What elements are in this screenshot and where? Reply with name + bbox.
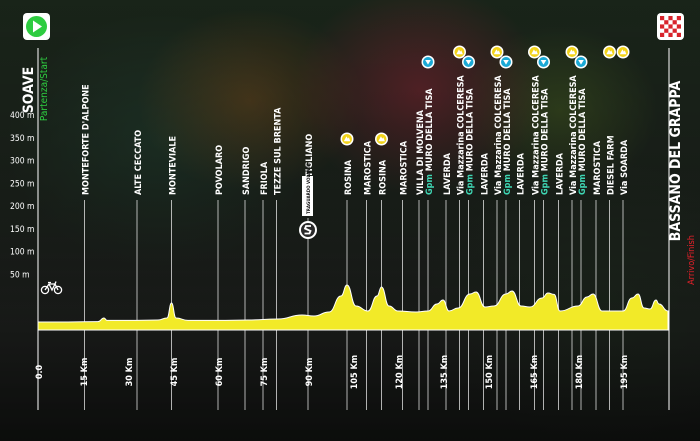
finish-flag-icon xyxy=(657,13,684,40)
waypoint-label: LAVERDA xyxy=(517,152,527,195)
waypoint-label: POVOLARO xyxy=(215,145,225,195)
mountain-climb-icon xyxy=(528,45,541,59)
waypoint-label: MAROSTICA xyxy=(364,140,374,195)
x-tick-label: 150 Km xyxy=(485,355,495,389)
x-tick-label: 165 Km xyxy=(530,355,540,389)
waypoint-label: Via SOARDA xyxy=(620,139,630,195)
y-tick-label: 400 m xyxy=(10,111,34,121)
mountain-climb-icon xyxy=(616,45,630,59)
waypoint-label: LAVERDA xyxy=(481,152,491,195)
x-tick-label: 105 Km xyxy=(350,355,360,389)
waypoint-label: MONTEVIALE xyxy=(169,136,179,195)
gpm-triangle-icon xyxy=(574,55,588,69)
y-tick-label: 50 m xyxy=(10,270,30,280)
y-tick-label: 150 m xyxy=(10,225,34,235)
bicycle-icon xyxy=(40,281,63,295)
start-flag-icon xyxy=(23,13,50,40)
waypoint-label: Via Mazzarina COLCERESA xyxy=(532,75,542,195)
waypoint-label: LAVERDA xyxy=(443,152,453,195)
x-tick-label: 195 Km xyxy=(620,355,630,389)
x-tick-label: 135 Km xyxy=(440,355,450,389)
gpm-triangle-icon xyxy=(462,55,475,69)
x-tick-label: 0.0 xyxy=(35,364,45,379)
x-tick-label: 45 Km xyxy=(170,358,180,387)
x-tick-label: 30 Km xyxy=(125,358,135,387)
gpm-triangle-icon xyxy=(537,55,550,69)
y-tick-label: 200 m xyxy=(10,202,34,212)
y-tick-label: 300 m xyxy=(10,157,34,167)
waypoint-label: Via Mazzarina COLCERESA xyxy=(494,75,504,195)
waypoint-label: ALTE CECCATO xyxy=(134,130,144,195)
waypoint-label: Gpm MURO DELLA TISA xyxy=(541,88,551,195)
x-tick-label: 15 Km xyxy=(80,358,90,387)
waypoint-label: Gpm MURO DELLA TISA xyxy=(425,88,435,195)
waypoint-label: Gpm MURO DELLA TISA xyxy=(466,88,476,195)
waypoint-label: SANDRIGO xyxy=(242,147,252,195)
mountain-climb-icon xyxy=(565,45,579,59)
waypoint-label: Gpm MURO DELLA TISA xyxy=(503,88,513,195)
mountain-climb-icon xyxy=(340,132,354,146)
y-tick-label: 350 m xyxy=(10,134,34,144)
waypoint-label: FRIOLA xyxy=(260,161,270,195)
start-name: SOAVE xyxy=(21,67,37,114)
mountain-climb-icon xyxy=(453,45,466,59)
waypoint-label: Via Mazzarina COLCERESA xyxy=(457,75,467,195)
x-tick-label: 60 Km xyxy=(215,358,225,387)
start-sub: Partenza/Start xyxy=(39,56,50,121)
waypoint-label: MAROSTICA xyxy=(400,140,410,195)
waypoint-label: MAROSTICA xyxy=(593,140,603,195)
waypoint-label: ROSINA xyxy=(379,159,389,195)
waypoint-label: MONTEFORTE D'ALPONE xyxy=(82,84,92,195)
x-tick-label: 75 Km xyxy=(260,358,270,387)
waypoint-label: LAVERDA xyxy=(556,152,566,195)
gpm-triangle-icon xyxy=(499,55,513,69)
waypoint-label: Via Mazzarina COLCERESA xyxy=(569,75,579,195)
waypoint-label: CARTIGLIANO xyxy=(305,134,315,195)
x-tick-label: 90 Km xyxy=(305,358,315,387)
waypoint-label: TEZZE SUL BRENTA xyxy=(274,107,284,195)
gpm-triangle-icon xyxy=(421,55,435,69)
x-tick-label: 120 Km xyxy=(395,355,405,389)
waypoint-label: DIESEL FARM xyxy=(607,135,617,195)
y-tick-label: 100 m xyxy=(10,248,34,258)
mountain-climb-icon xyxy=(375,132,388,146)
waypoint-label: VILLA DI MOLVENA xyxy=(416,109,426,195)
y-tick-label: 250 m xyxy=(10,179,34,189)
mountain-climb-icon xyxy=(603,45,616,59)
waypoint-label: Gpm MURO DELLA TISA xyxy=(578,88,588,195)
mountain-climb-icon xyxy=(490,45,504,59)
finish-name: BASSANO DEL GRAPPA xyxy=(668,81,684,242)
x-tick-label: 180 Km xyxy=(575,355,585,389)
waypoint-label: ROSINA xyxy=(344,159,354,195)
elevation-profile xyxy=(37,284,669,331)
sprint-text: TRAGUARDO VOLANTE xyxy=(306,163,312,214)
sprint-logo-icon: TRAGUARDO VOLANTE xyxy=(299,163,317,239)
finish-sub: Arrivo/Finish xyxy=(687,235,697,285)
